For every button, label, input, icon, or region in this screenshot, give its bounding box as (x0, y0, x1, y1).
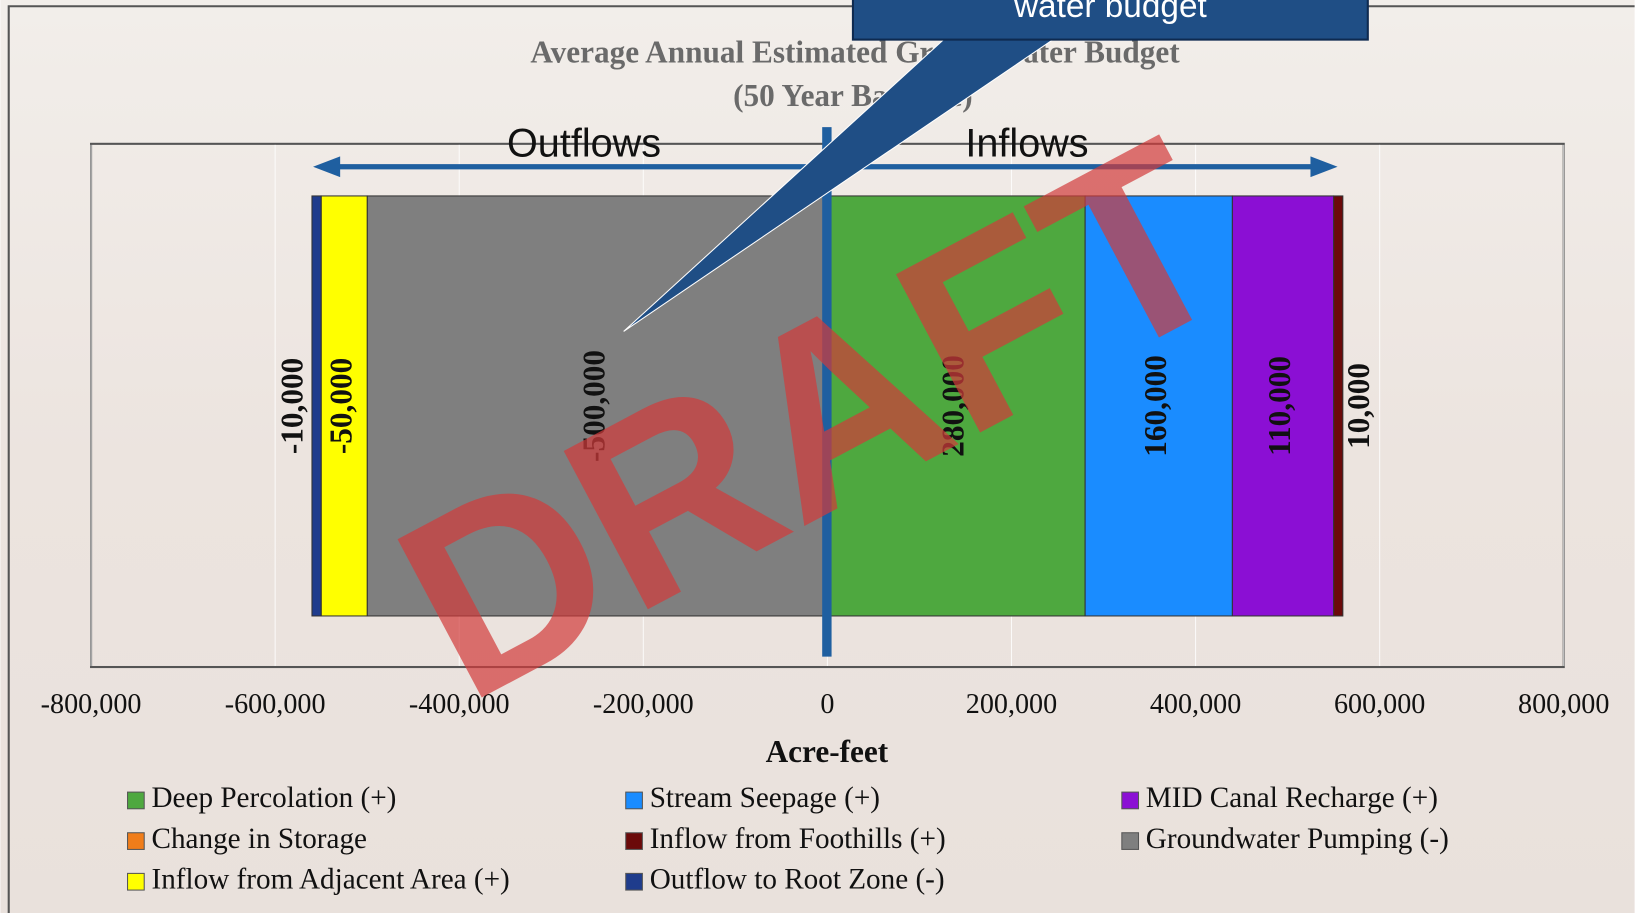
bar-segment (826, 195, 1086, 617)
x-tick-label: 600,000 (1334, 689, 1425, 720)
data-label: -500,000 (576, 350, 611, 462)
data-label: -50,000 (323, 358, 358, 454)
legend-label: Inflow from Foothills (+) (650, 823, 946, 855)
bar-segment (366, 195, 828, 617)
x-tick-label: 400,000 (1150, 689, 1241, 720)
legend-label: Inflow from Adjacent Area (+) (152, 863, 510, 895)
data-label: -10,000 (274, 358, 309, 454)
x-tick-label: 0 (820, 689, 834, 720)
legend-swatch (625, 791, 643, 810)
x-tick-label: -800,000 (41, 689, 142, 720)
callout-box (851, 0, 1369, 41)
arrow-head (313, 156, 341, 178)
bar-segment (320, 195, 368, 617)
bar-segment (311, 195, 322, 617)
bar-segment (1231, 195, 1335, 617)
bar-segment (1333, 195, 1344, 617)
legend-swatch (1121, 791, 1140, 810)
data-label: 280,000 (935, 355, 970, 457)
legend-swatch (625, 832, 643, 850)
x-tick-label: -400,000 (409, 689, 510, 720)
legend-label: Deep Percolation (+) (152, 782, 397, 814)
callout-text: water budget (1013, 0, 1208, 25)
data-label: 160,000 (1138, 355, 1173, 457)
data-label: 110,000 (1262, 356, 1297, 456)
x-tick-label: -200,000 (593, 689, 694, 720)
legend-swatch (127, 872, 145, 891)
legend-label: Outflow to Root Zone (-) (650, 863, 945, 895)
outflows-label: Outflows (507, 121, 661, 165)
inflows-label: Inflows (965, 121, 1088, 165)
bar-segment (1084, 195, 1233, 617)
arrow-head (1310, 156, 1338, 178)
legend-label: Groundwater Pumping (-) (1146, 823, 1449, 855)
legend-swatch (127, 791, 145, 810)
legend-swatch (1121, 832, 1140, 850)
legend-swatch (625, 872, 643, 891)
x-axis-title: Acre-feet (766, 734, 889, 769)
legend-label: Stream Seepage (+) (650, 782, 880, 814)
legend-label: Change in Storage (152, 823, 368, 855)
x-tick-label: -600,000 (225, 689, 326, 720)
data-label: 10,000 (1341, 363, 1376, 449)
x-tick-label: 800,000 (1518, 689, 1609, 720)
legend-label: MID Canal Recharge (+) (1146, 782, 1438, 814)
legend-swatch (127, 832, 145, 850)
x-tick-label: 200,000 (966, 689, 1057, 720)
